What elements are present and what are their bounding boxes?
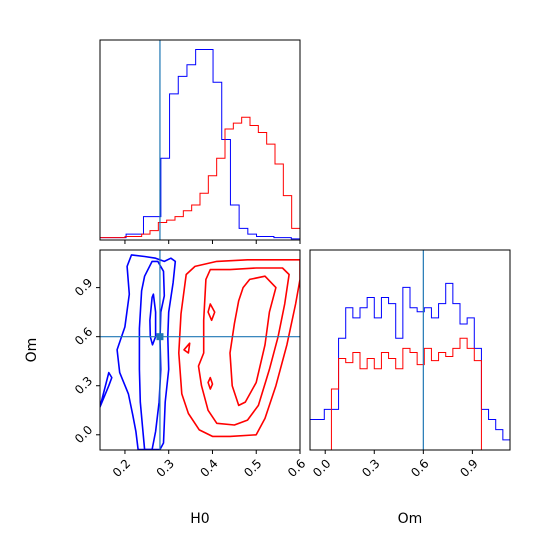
hist-om-blue-series — [309, 282, 511, 450]
contour-group — [100, 250, 300, 450]
contour-xlabel: H0 — [190, 511, 209, 527]
contour-blue-level-0 — [116, 254, 177, 450]
contour-y-tick-label-0: 0.0 — [72, 423, 95, 446]
frame-layer — [96, 39, 511, 454]
contour-blue-level-1 — [138, 260, 166, 450]
hist-om-x-tick-label-2: 0.6 — [408, 456, 431, 479]
contour-y-tick-label-2: 0.6 — [72, 325, 95, 348]
data-layer — [99, 40, 511, 451]
contour-x-tick-label-2: 0.4 — [197, 456, 220, 479]
contour-y-tick-label-3: 0.9 — [72, 276, 95, 299]
hist-h0-frame — [99, 39, 301, 241]
contour-blue-level-2 — [149, 293, 157, 346]
contour-red-level-3 — [207, 376, 214, 390]
contour-red-level-5 — [183, 342, 191, 354]
hist-om-x-tick-label-0: 0.0 — [310, 456, 333, 479]
hist-om-x-tick-label-1: 0.3 — [359, 456, 382, 479]
contour-red-level-4 — [207, 303, 216, 322]
hist-om-x-tick-label-3: 0.9 — [457, 456, 480, 479]
contour-x-tick-label-3: 0.5 — [241, 456, 264, 479]
hist-h0-blue-series — [99, 49, 301, 240]
hist-h0-red-series — [99, 116, 301, 240]
contour-red-level-2 — [229, 275, 277, 407]
hist-om-red-series — [310, 337, 510, 451]
contour-truth-marker — [156, 333, 164, 341]
contour-x-tick-label-0: 0.2 — [110, 456, 133, 479]
contour-blue-level-3 — [100, 371, 113, 408]
contour-x-tick-label-4: 0.6 — [285, 456, 308, 479]
contour-ylabel: Om — [24, 338, 40, 363]
contour-frame — [99, 249, 301, 451]
contour-red-level-0 — [178, 259, 300, 438]
contour-x-tick-label-1: 0.3 — [154, 456, 177, 479]
hist-om-frame — [309, 249, 511, 451]
hist-om-xlabel: Om — [398, 511, 423, 527]
contour-y-tick-label-1: 0.3 — [72, 374, 95, 397]
